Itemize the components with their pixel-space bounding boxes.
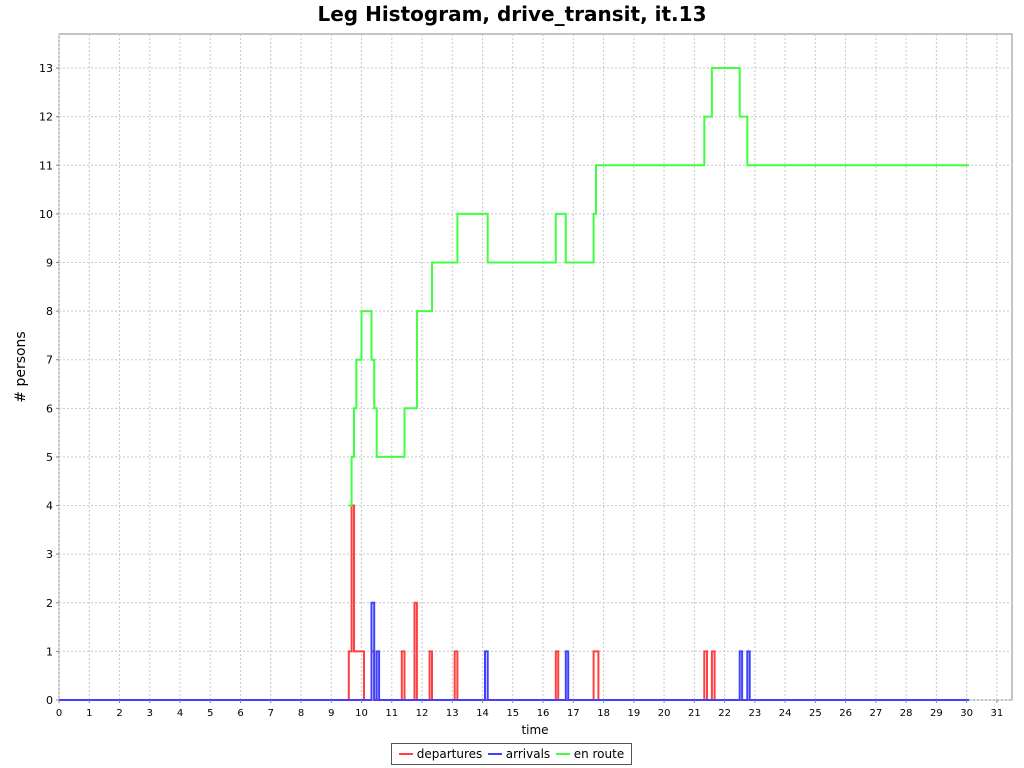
x-tick-label: 22 [718,708,731,719]
y-tick-label: 7 [46,354,53,367]
x-tick-label: 9 [328,708,334,719]
x-tick-label: 6 [237,708,243,719]
x-tick-label: 18 [597,708,610,719]
y-tick-label: 8 [46,305,53,318]
y-tick-label: 1 [46,645,53,658]
y-tick-label: 10 [39,208,53,221]
x-tick-label: 27 [869,708,882,719]
x-tick-label: 16 [537,708,550,719]
x-tick-label: 14 [476,708,489,719]
departures-swatch-icon [398,753,413,755]
x-tick-label: 23 [748,708,761,719]
y-tick-label: 4 [46,500,53,513]
legend-label-en-route: en route [573,747,625,761]
en-route-swatch-icon [555,753,570,755]
legend-item-arrivals: arrivals [487,747,551,761]
x-axis-label: time [521,723,548,737]
y-tick-label: 12 [39,111,53,124]
x-tick-label: 12 [416,708,429,719]
x-tick-label: 29 [930,708,943,719]
x-tick-label: 0 [56,708,62,719]
arrivals-series-line [59,601,969,701]
x-tick-label: 26 [839,708,852,719]
x-tick-label: 8 [298,708,304,719]
legend-item-departures: departures [398,747,483,761]
x-tick-label: 20 [658,708,671,719]
en-route-series-line [348,67,969,507]
x-tick-label: 17 [567,708,580,719]
chart-title: Leg Histogram, drive_transit, it.13 [317,2,707,26]
y-tick-label: 6 [46,402,53,415]
x-tick-label: 1 [86,708,92,719]
y-tick-label: 2 [46,597,53,610]
x-tick-label: 21 [688,708,701,719]
x-tick-label: 15 [506,708,519,719]
x-tick-label: 2 [116,708,122,719]
y-tick-label: 13 [39,62,53,75]
x-tick-label: 4 [177,708,183,719]
x-tick-label: 10 [355,708,368,719]
x-tick-label: 25 [809,708,822,719]
y-tick-label: 9 [46,256,53,269]
x-tick-label: 5 [207,708,213,719]
legend-label-departures: departures [416,747,483,761]
x-tick-label: 31 [991,708,1004,719]
x-tick-label: 11 [385,708,398,719]
x-tick-label: 13 [446,708,459,719]
series-layer [59,67,969,701]
y-axis-label: # persons [13,331,29,402]
x-tick-label: 7 [268,708,274,719]
x-tick-label: 24 [779,708,792,719]
x-tick-label: 3 [147,708,153,719]
y-tick-label: 0 [46,694,53,707]
legend: departures arrivals en route [391,743,632,765]
axis-layer: 0 1 2 3 4 5 6 7 8 9 10 11 12 13 14 15 16 17 18 19 20 21 22 23 24… [39,62,1003,719]
x-tick-label: 28 [900,708,913,719]
y-tick-label: 11 [39,159,53,172]
y-tick-label: 5 [46,451,53,464]
y-tick-label: 3 [46,548,53,561]
plot-area [58,33,1013,701]
legend-label-arrivals: arrivals [505,747,551,761]
arrivals-swatch-icon [487,753,502,755]
legend-item-en-route: en route [555,747,625,761]
x-tick-label: 19 [627,708,640,719]
x-tick-label: 30 [960,708,973,719]
departures-series-line [59,504,969,701]
